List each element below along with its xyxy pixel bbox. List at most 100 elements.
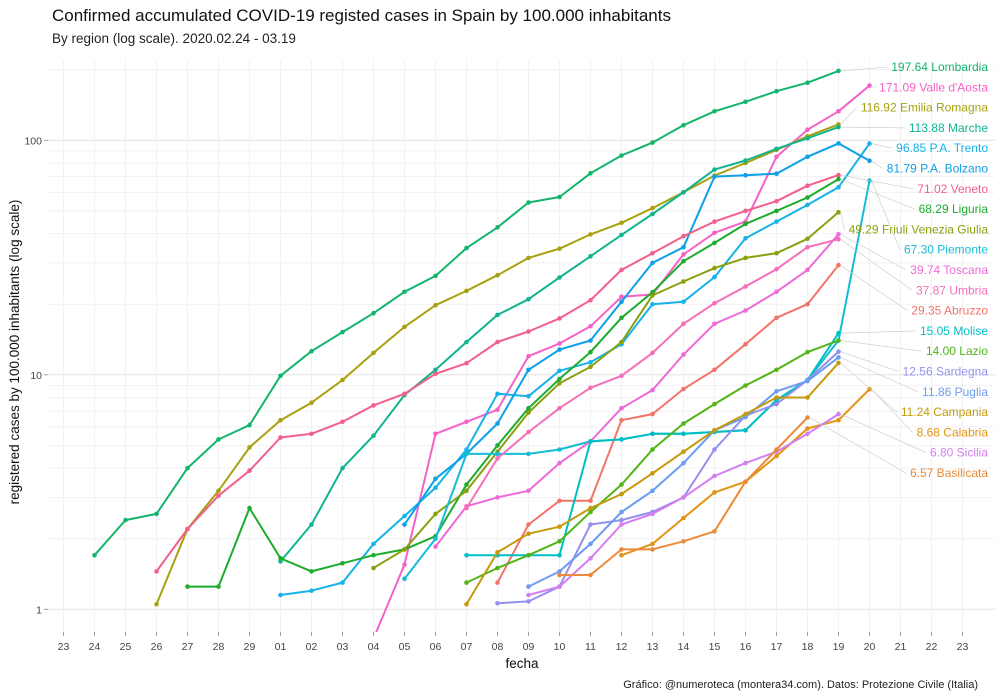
data-point bbox=[433, 536, 438, 541]
data-point bbox=[433, 476, 438, 482]
end-label: 12.56 Sardegna bbox=[903, 365, 989, 379]
data-point bbox=[712, 473, 717, 479]
data-point bbox=[402, 513, 407, 519]
data-point bbox=[526, 329, 531, 334]
x-tick-label: 02 bbox=[306, 641, 318, 653]
data-point bbox=[340, 580, 345, 585]
data-point bbox=[712, 490, 717, 495]
data-point bbox=[836, 349, 841, 354]
data-point bbox=[588, 297, 593, 303]
x-tick-label: 27 bbox=[182, 641, 194, 653]
data-point bbox=[743, 411, 748, 417]
data-point bbox=[805, 236, 810, 242]
data-point bbox=[402, 324, 407, 330]
data-point bbox=[557, 552, 562, 558]
x-axis-ticks: 23 24 25 26 27 28 29 01 02 03 04 05 06 07 08 09 10 11 12 13… bbox=[58, 632, 968, 653]
data-point bbox=[774, 401, 779, 407]
data-point bbox=[650, 350, 655, 356]
data-point bbox=[712, 219, 717, 224]
data-point bbox=[495, 580, 500, 585]
data-point bbox=[774, 315, 779, 321]
data-point bbox=[247, 505, 252, 511]
x-tick-label: 03 bbox=[337, 641, 349, 653]
data-point bbox=[774, 289, 779, 295]
x-tick-label: 19 bbox=[833, 641, 845, 653]
data-point bbox=[526, 451, 531, 457]
series-line bbox=[434, 233, 840, 548]
end-label: 15.05 Molise bbox=[920, 324, 988, 338]
data-point bbox=[402, 562, 407, 567]
source-caption: Gráfico: @numeroteca (montera34.com). Da… bbox=[623, 679, 978, 691]
data-point bbox=[836, 360, 841, 366]
data-point bbox=[650, 541, 655, 547]
data-point bbox=[588, 338, 593, 343]
series-liguria bbox=[185, 176, 841, 589]
y-axis-ticks: 1 10 100 bbox=[24, 135, 48, 616]
data-point bbox=[588, 171, 593, 176]
data-point bbox=[774, 219, 779, 224]
label-leader bbox=[840, 178, 915, 210]
data-point bbox=[743, 284, 748, 289]
data-point bbox=[495, 225, 500, 230]
data-point bbox=[681, 233, 686, 239]
data-point bbox=[464, 482, 469, 487]
data-point bbox=[464, 419, 469, 425]
data-point bbox=[216, 584, 221, 589]
data-point bbox=[526, 531, 531, 536]
x-tick-label: 20 bbox=[864, 641, 876, 653]
data-point bbox=[681, 122, 686, 128]
end-label: 11.86 Puglia bbox=[922, 385, 988, 399]
data-point bbox=[526, 367, 531, 373]
series-basilicata bbox=[557, 415, 810, 578]
data-point bbox=[371, 350, 376, 356]
data-point bbox=[805, 415, 810, 420]
data-point bbox=[774, 395, 779, 400]
data-point bbox=[464, 447, 469, 452]
data-point bbox=[340, 377, 345, 383]
data-point bbox=[619, 315, 624, 321]
label-leader bbox=[840, 66, 888, 72]
data-point bbox=[619, 417, 624, 423]
end-label: 11.24 Campania bbox=[901, 405, 988, 419]
data-point bbox=[371, 565, 376, 571]
data-point bbox=[650, 301, 655, 307]
y-axis-label: registered cases by 100.000 inhabitants … bbox=[7, 200, 22, 505]
data-point bbox=[681, 279, 686, 284]
data-point bbox=[805, 202, 810, 208]
label-leader bbox=[840, 362, 898, 413]
data-point bbox=[557, 539, 562, 544]
x-tick-label: 13 bbox=[647, 641, 659, 653]
x-tick-label: 01 bbox=[275, 641, 287, 653]
data-point bbox=[557, 381, 562, 386]
data-point bbox=[433, 367, 438, 373]
y-tick-label: 10 bbox=[30, 370, 42, 382]
end-label: 197.64 Lombardia bbox=[891, 60, 988, 74]
data-point bbox=[805, 431, 810, 437]
data-point bbox=[836, 417, 841, 423]
data-point bbox=[712, 300, 717, 306]
data-point bbox=[650, 447, 655, 452]
data-point bbox=[557, 447, 562, 452]
data-point bbox=[774, 367, 779, 373]
end-label: 8.68 Calabria bbox=[917, 425, 989, 439]
series-veneto bbox=[154, 172, 841, 574]
data-point bbox=[619, 552, 624, 558]
data-point bbox=[681, 495, 686, 500]
data-point bbox=[805, 378, 810, 384]
series-friuli-venezia-giulia bbox=[371, 210, 841, 571]
series-line bbox=[372, 211, 840, 569]
data-point bbox=[743, 383, 748, 388]
data-point bbox=[836, 338, 841, 343]
x-tick-label: 07 bbox=[461, 641, 473, 653]
data-point bbox=[743, 308, 748, 313]
label-leader bbox=[840, 107, 858, 125]
data-point bbox=[278, 435, 283, 440]
data-point bbox=[495, 391, 500, 397]
data-point bbox=[805, 80, 810, 85]
data-point bbox=[619, 405, 624, 411]
x-tick-label: 09 bbox=[523, 641, 535, 653]
data-point bbox=[619, 482, 624, 487]
label-leader bbox=[840, 351, 899, 372]
data-point bbox=[247, 422, 252, 428]
data-point bbox=[681, 539, 686, 544]
